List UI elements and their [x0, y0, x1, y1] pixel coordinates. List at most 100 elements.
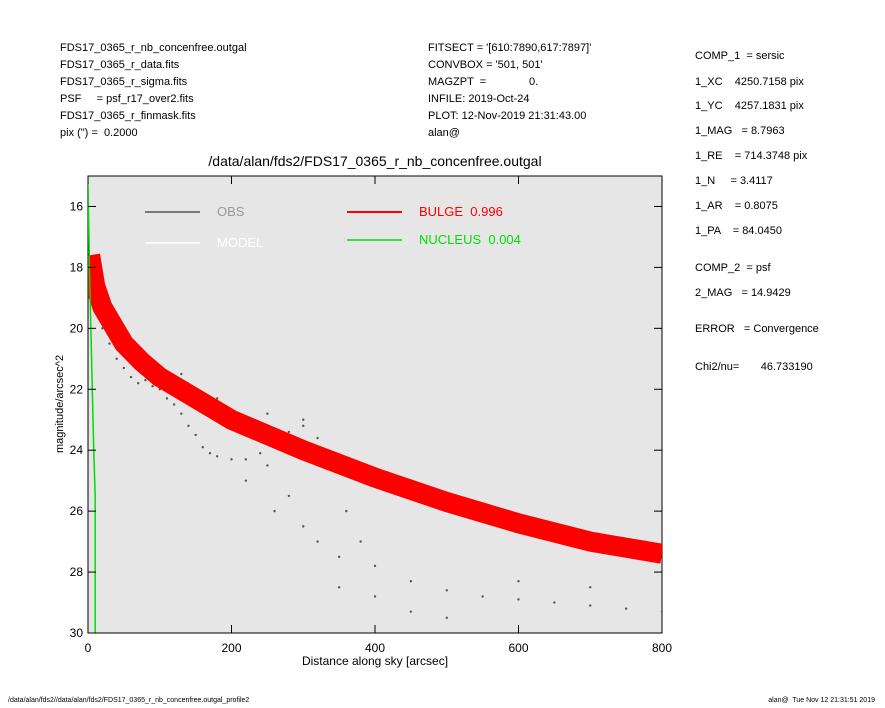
obs-point: [187, 424, 190, 428]
obs-point: [481, 595, 484, 598]
y-axis-label: magnitude/arcsec^2: [54, 355, 66, 453]
header-line: COMP_1 = sersic: [695, 50, 785, 62]
obs-point: [273, 509, 276, 513]
obs-point: [409, 580, 413, 583]
header-line: 1_YC 4257.1831 pix: [695, 100, 804, 112]
obs-point: [373, 595, 377, 598]
x-tick-label: 400: [365, 641, 385, 655]
obs-point: [517, 580, 520, 583]
chart-title: /data/alan/fds2/FDS17_0365_r_nb_concenfr…: [208, 153, 541, 169]
header-line: 2_MAG = 14.9429: [695, 287, 791, 299]
obs-point: [589, 604, 592, 607]
header-line: 1_N = 3.4117: [695, 175, 773, 187]
obs-point: [445, 616, 448, 619]
header-line: 1_XC 4250.7158 pix: [695, 76, 804, 88]
header-line: FDS17_0365_r_finmask.fits: [60, 110, 196, 122]
header-line: CONVBOX = '501, 501': [428, 59, 543, 71]
header-line: FDS17_0365_r_data.fits: [60, 59, 180, 71]
y-tick-label: 24: [70, 443, 84, 457]
obs-point: [359, 540, 362, 543]
obs-point: [409, 610, 413, 613]
model-line: [88, 182, 96, 633]
obs-point: [445, 589, 448, 592]
x-tick-label: 0: [85, 641, 92, 655]
header-line: 1_RE = 714.3748 pix: [695, 150, 808, 162]
y-tick-label: 22: [70, 382, 84, 396]
y-tick-label: 16: [70, 199, 84, 213]
obs-point: [122, 366, 126, 370]
legend-label: NUCLEUS 0.004: [419, 232, 521, 247]
x-tick-label: 600: [508, 641, 528, 655]
header-line: PLOT: 12-Nov-2019 21:31:43.00: [428, 110, 587, 122]
header-line: COMP_2 = psf: [695, 262, 771, 274]
legend-label: MODEL: [217, 235, 263, 250]
header-line: ERROR = Convergence: [695, 323, 819, 335]
data-layer: [88, 182, 662, 633]
y-tick-label: 26: [70, 504, 84, 518]
obs-point: [151, 385, 154, 388]
bulge-band: [88, 253, 662, 564]
obs-point: [589, 586, 592, 589]
legend-label: OBS: [217, 204, 245, 219]
obs-point: [137, 381, 140, 385]
header-line: FDS17_0365_r_nb_concenfree.outgal: [60, 42, 247, 54]
plot-area: [87, 175, 663, 634]
x-tick-label: 200: [221, 641, 241, 655]
obs-point: [553, 601, 556, 604]
obs-point: [215, 397, 219, 400]
obs-point: [244, 458, 248, 461]
footer-left: /data/alan/fds2//data/alan/fds2/FDS17_03…: [8, 697, 250, 704]
header-line: FITSECT = '[610:7890,617:7897]': [428, 42, 592, 54]
obs-point: [287, 430, 291, 434]
header-line: 1_AR = 0.8075: [695, 200, 778, 212]
obs-point: [259, 452, 262, 455]
header-line: Chi2/nu= 46.733190: [695, 361, 813, 373]
obs-point: [180, 372, 183, 376]
header-line: alan@: [428, 127, 460, 139]
header-line: MAGZPT = 0.: [428, 76, 539, 88]
obs-point: [266, 412, 269, 415]
obs-point: [208, 452, 212, 455]
header-line: FDS17_0365_r_sigma.fits: [60, 76, 188, 88]
obs-point: [172, 403, 176, 406]
header-line: 1_PA = 84.0450: [695, 225, 782, 237]
obs-point: [302, 424, 305, 428]
obs-point: [115, 357, 118, 360]
header-line: 1_MAG = 8.7963: [695, 125, 785, 137]
obs-point: [337, 586, 341, 589]
obs-point: [316, 436, 319, 440]
obs-point: [129, 375, 133, 379]
obs-point: [144, 378, 147, 382]
y-tick-label: 28: [70, 565, 84, 579]
obs-point: [517, 598, 520, 601]
obs-point: [194, 433, 197, 437]
obs-point: [302, 418, 305, 421]
y-tick-label: 18: [70, 260, 84, 274]
header-line: INFILE: 2019-Oct-24: [428, 93, 530, 105]
obs-point: [165, 397, 169, 400]
obs-point: [215, 455, 219, 458]
header-line: PSF = psf_r17_over2.fits: [60, 93, 194, 105]
obs-point: [302, 525, 305, 528]
footer-right: alan@ Tue Nov 12 21:31:51 2019: [768, 697, 875, 704]
obs-point: [201, 445, 204, 449]
obs-point: [244, 479, 248, 482]
x-axis-label: Distance along sky [arcsec]: [302, 654, 448, 668]
header-line: pix (") = 0.2000: [60, 127, 138, 139]
obs-point: [660, 610, 662, 613]
obs-point: [180, 412, 183, 415]
obs-point: [230, 458, 233, 461]
obs-point: [337, 555, 341, 559]
obs-point: [316, 540, 319, 543]
obs-point: [266, 464, 269, 467]
legend-label: BULGE 0.996: [419, 204, 503, 219]
y-tick-label: 20: [70, 321, 84, 335]
obs-point: [624, 607, 628, 610]
obs-point: [287, 494, 291, 498]
obs-point: [345, 509, 348, 513]
y-tick-label: 30: [70, 626, 84, 640]
obs-point: [373, 564, 377, 568]
x-tick-label: 800: [652, 641, 672, 655]
